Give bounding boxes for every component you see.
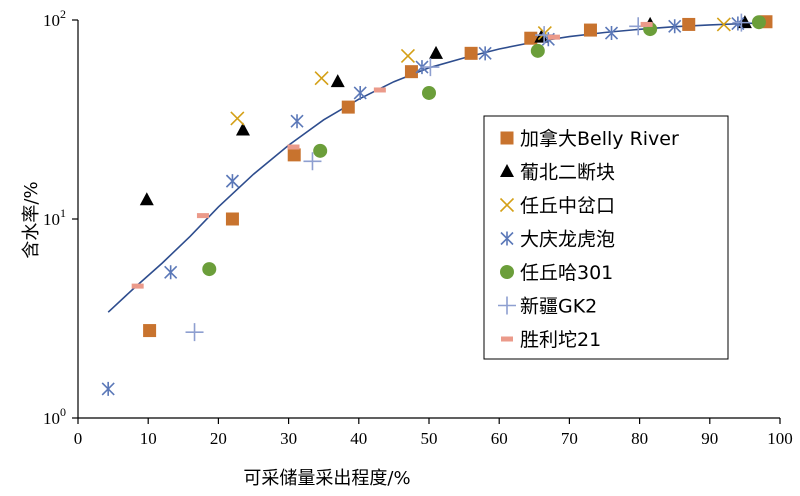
data-point [530,43,545,58]
data-point [196,213,209,219]
plot-area: 0 10 20 30 40 50 60 70 80 90 100 100 101 102 [43,7,793,448]
legend-marker-icon [501,336,513,342]
data-point [341,100,355,114]
data-point [583,23,597,37]
data-point [751,15,766,30]
data-point [230,111,245,126]
x-axis-title: 可采储量采出程度/% [243,468,410,489]
x-axis-ticks: 0 10 20 30 40 50 60 70 80 90 100 [74,418,793,448]
data-point [101,381,115,396]
data-point [287,148,301,162]
legend-label: 加拿大Belly River [520,127,679,150]
legend-label: 新疆GK2 [520,296,597,318]
x-tick-label: 100 [767,429,793,448]
legend-marker-icon [499,197,515,213]
data-point [429,45,444,59]
data-point [373,87,386,93]
data-point [716,17,731,32]
data-point [404,65,418,79]
data-point [732,13,751,32]
data-point [604,26,619,41]
x-tick-label: 10 [140,429,157,448]
data-point [478,46,492,61]
legend-item: 葡北二断块 [500,162,615,184]
data-point [225,212,239,226]
data-point [235,122,250,136]
y-axis-ticks: 100 101 102 [43,7,78,428]
data-point [353,85,367,100]
x-tick-label: 40 [350,429,367,448]
legend-item: 新疆GK2 [498,296,597,318]
legend-label: 任丘哈301 [520,262,613,284]
x-tick-label: 50 [421,429,438,448]
data-point [547,34,560,40]
data-point [139,192,154,206]
data-point [422,85,436,100]
legend-marker-icon [498,296,516,315]
data-point [185,323,204,342]
data-point [303,152,322,171]
legend-item: 加拿大Belly River [500,127,679,150]
legend-box [483,115,729,360]
data-point [314,71,329,86]
legend-marker-icon [500,164,514,177]
data-point [225,174,240,189]
data-point [668,19,682,34]
data-markers [101,13,773,396]
legend-item: 任丘中岔口 [499,195,615,217]
legend-item: 任丘哈301 [500,262,613,284]
legend-item: 大庆龙虎泡 [500,229,615,251]
legend-label: 胜利坨21 [520,329,601,351]
data-point [313,143,328,158]
x-tick-label: 0 [74,429,83,448]
data-point [464,46,478,60]
y-tick-label: 102 [43,7,66,30]
data-point [421,58,440,77]
data-point [131,283,144,289]
data-point [290,114,304,129]
data-point [330,74,345,88]
x-tick-label: 70 [561,429,578,448]
x-tick-label: 30 [280,429,297,448]
data-point [164,265,178,280]
data-point [640,21,653,27]
data-point [143,324,157,338]
y-axis-title: 含水率/% [21,181,42,258]
y-tick-label: 101 [43,206,66,229]
legend-item: 胜利坨21 [501,329,601,351]
x-tick-label: 80 [631,429,648,448]
legend-label: 大庆龙虎泡 [520,229,615,251]
legend-marker-icon [500,265,514,279]
data-point [524,31,538,45]
legend-marker-icon [500,231,514,246]
legend-label: 葡北二断块 [520,162,615,184]
data-point [682,17,696,31]
data-point [202,262,217,277]
y-tick-label: 100 [43,405,66,428]
x-tick-label: 20 [210,429,227,448]
data-point [287,144,300,150]
legend-marker-icon [500,131,514,145]
legend-label: 任丘中岔口 [520,195,615,217]
x-tick-label: 60 [491,429,508,448]
data-point [400,48,416,63]
x-tick-label: 90 [701,429,718,448]
